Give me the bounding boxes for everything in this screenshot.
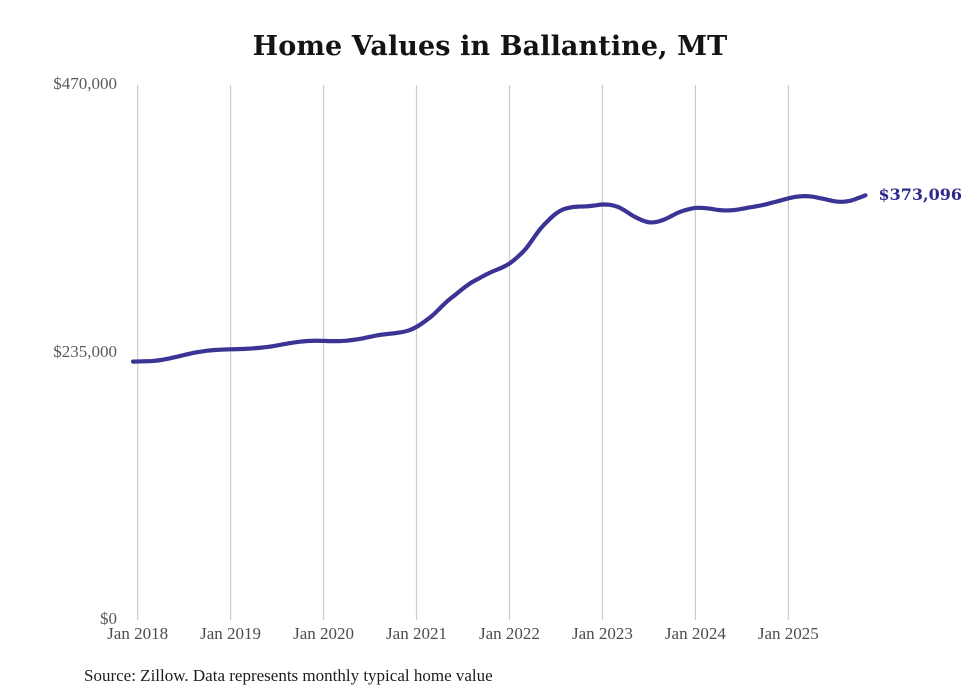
x-axis-tick-label: Jan 2018 [107, 624, 169, 643]
y-axis-tick-label: $0 [100, 609, 117, 628]
x-axis-tick-label: Jan 2019 [200, 624, 262, 643]
x-axis-tick-label: Jan 2022 [479, 624, 540, 643]
x-axis-tick-label: Jan 2020 [293, 624, 354, 643]
y-axis-tick-label: $235,000 [53, 341, 117, 361]
x-axis-tick-label: Jan 2024 [664, 624, 726, 643]
x-axis-tick-label: Jan 2025 [757, 624, 819, 643]
endpoint-value-label: $373,096 [878, 185, 962, 205]
y-axis-tick-label: $470,000 [53, 74, 117, 93]
source-note: Source: Zillow. Data represents monthly … [84, 666, 493, 685]
x-axis-tick-label: Jan 2023 [571, 624, 633, 643]
series-line [130, 193, 868, 364]
x-axis-tick-label: Jan 2021 [386, 624, 447, 643]
gridlines-group [137, 85, 789, 620]
page-title: Home Values in Ballantine, MT [252, 31, 728, 62]
series-group [130, 193, 868, 364]
